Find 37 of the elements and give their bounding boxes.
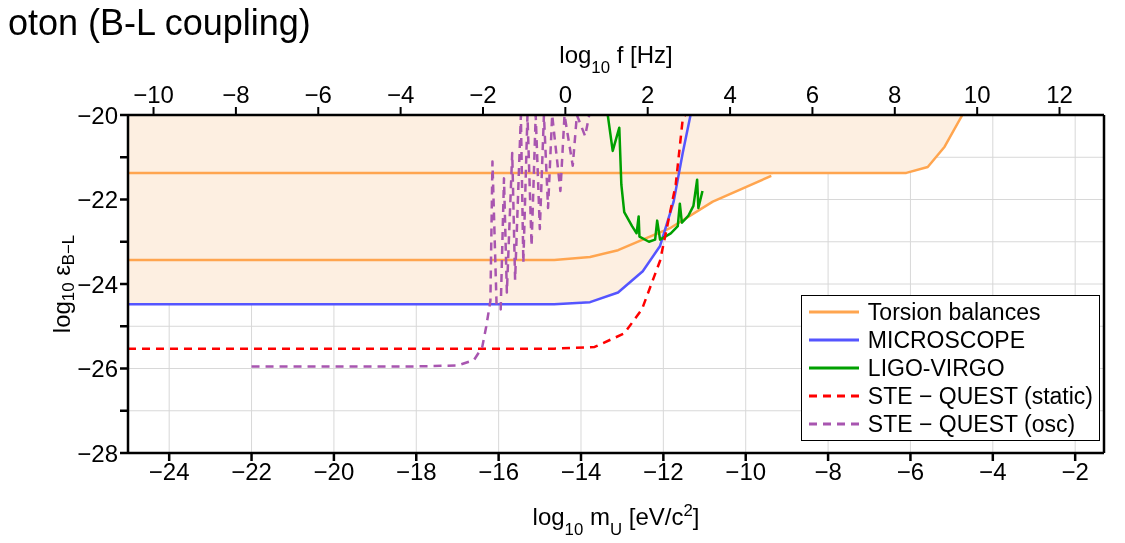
x2-tick-label: 0: [558, 81, 573, 108]
legend-label: STE − QUEST (static): [867, 382, 1093, 410]
y-tick-label: −20: [77, 101, 118, 129]
legend-label: MICROSCOPE: [867, 326, 1026, 354]
x2-tick-label: −2: [469, 81, 497, 108]
x-tick-label: −8: [814, 458, 842, 486]
x-tick-label: −2: [1061, 458, 1089, 486]
x-tick-label: −18: [395, 458, 437, 486]
x2-tick-label: 8: [888, 81, 902, 108]
x-tick-label: −10: [725, 458, 767, 486]
x-tick-label: −12: [643, 458, 684, 486]
x2-tick-label: 10: [963, 81, 991, 108]
legend-label: LIGO-VIRGO: [867, 354, 1005, 382]
x-tick-label: −16: [478, 458, 519, 486]
x-tick-label: −14: [560, 458, 602, 486]
y-tick-label: −24: [77, 270, 118, 298]
x2-tick-label: −8: [222, 81, 250, 108]
x2-tick-label: 6: [805, 81, 820, 108]
x2-tick-label: 2: [641, 81, 655, 108]
y-tick-label: −26: [77, 355, 118, 383]
x-tick-label: −6: [896, 458, 925, 486]
x-tick-label: −20: [313, 458, 355, 486]
x2-tick-label: 12: [1046, 81, 1073, 108]
x-tick-label: −24: [148, 458, 190, 486]
x2-tick-label: −10: [133, 81, 174, 108]
x2-tick-label: 4: [723, 81, 737, 108]
legend-label: STE − QUEST (osc): [867, 410, 1076, 438]
chart-title: oton (B-L coupling): [8, 2, 311, 44]
y-tick-label: −22: [77, 186, 118, 214]
x-tick-label: −4: [979, 458, 1007, 486]
y-tick-label: −28: [77, 439, 118, 467]
x-axis-title: log$_{10}$ m$_{U}$ [eV/c$^{2}$]: [532, 500, 700, 539]
x2-tick-label: −6: [304, 81, 332, 108]
x-tick-label: −22: [231, 458, 272, 486]
x2-tick-label: −4: [386, 81, 415, 108]
legend-label: Torsion balances: [867, 298, 1041, 326]
x2-axis-title: log$_{10}$ f [Hz]: [559, 41, 673, 77]
